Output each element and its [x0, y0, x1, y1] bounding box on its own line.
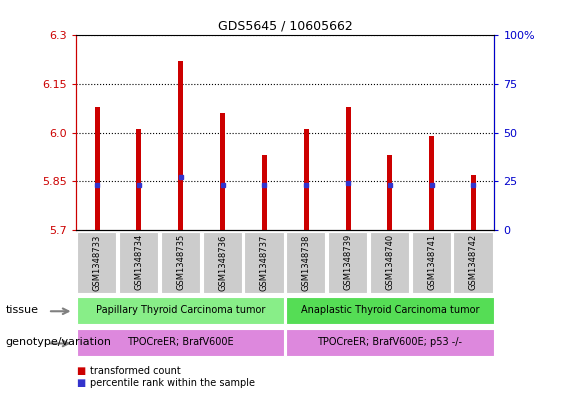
Text: TPOCreER; BrafV600E; p53 -/-: TPOCreER; BrafV600E; p53 -/- — [318, 338, 462, 347]
Text: TPOCreER; BrafV600E: TPOCreER; BrafV600E — [128, 338, 234, 347]
Bar — [411, 232, 451, 293]
Text: GSM1348738: GSM1348738 — [302, 234, 311, 290]
Bar — [220, 113, 225, 230]
Text: GSM1348735: GSM1348735 — [176, 234, 185, 290]
Bar — [179, 61, 183, 230]
Title: GDS5645 / 10605662: GDS5645 / 10605662 — [218, 20, 353, 33]
Bar — [370, 232, 409, 293]
Bar — [119, 232, 158, 293]
Bar — [160, 232, 200, 293]
Bar — [202, 232, 242, 293]
Text: GSM1348740: GSM1348740 — [385, 234, 394, 290]
Text: GSM1348742: GSM1348742 — [469, 234, 478, 290]
Text: GSM1348739: GSM1348739 — [344, 234, 353, 290]
Bar — [95, 107, 99, 230]
Text: GSM1348741: GSM1348741 — [427, 234, 436, 290]
Text: ■: ■ — [76, 378, 85, 388]
Bar — [244, 232, 284, 293]
Bar — [429, 136, 434, 230]
Text: GSM1348733: GSM1348733 — [93, 234, 102, 290]
Bar — [137, 129, 141, 230]
Bar — [286, 232, 325, 293]
Text: percentile rank within the sample: percentile rank within the sample — [90, 378, 255, 388]
Bar — [346, 107, 350, 230]
Text: transformed count: transformed count — [90, 366, 181, 376]
Bar — [286, 329, 494, 356]
Text: GSM1348734: GSM1348734 — [134, 234, 144, 290]
Bar — [77, 232, 116, 293]
Bar — [388, 155, 392, 230]
Bar — [471, 175, 476, 230]
Text: ■: ■ — [76, 366, 85, 376]
Bar — [286, 297, 494, 324]
Bar — [328, 232, 367, 293]
Text: Papillary Thyroid Carcinoma tumor: Papillary Thyroid Carcinoma tumor — [96, 305, 266, 315]
Bar — [77, 297, 285, 324]
Text: tissue: tissue — [6, 305, 38, 315]
Bar — [453, 232, 493, 293]
Bar — [77, 329, 285, 356]
Bar — [262, 155, 267, 230]
Text: GSM1348737: GSM1348737 — [260, 234, 269, 290]
Bar — [304, 129, 308, 230]
Text: genotype/variation: genotype/variation — [6, 337, 112, 347]
Text: Anaplastic Thyroid Carcinoma tumor: Anaplastic Thyroid Carcinoma tumor — [301, 305, 479, 315]
Text: GSM1348736: GSM1348736 — [218, 234, 227, 290]
